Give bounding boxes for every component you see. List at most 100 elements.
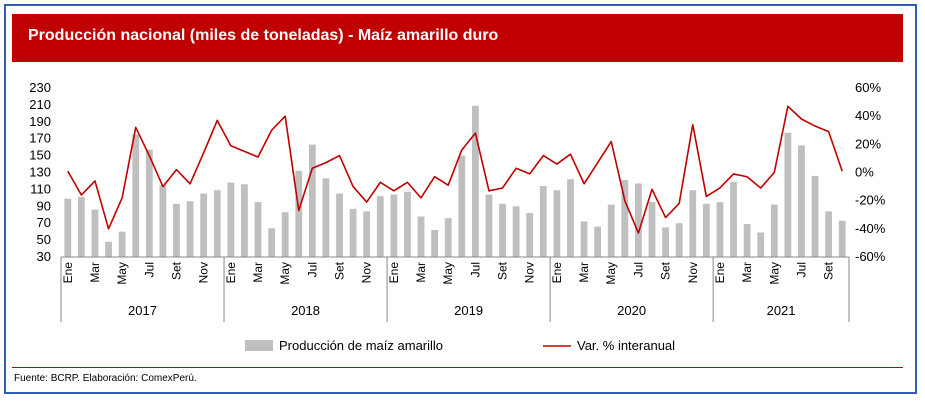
bar bbox=[417, 216, 425, 257]
bar bbox=[689, 190, 697, 257]
bar bbox=[363, 211, 371, 257]
bar bbox=[118, 231, 126, 257]
x-tick-label: Set bbox=[496, 261, 510, 280]
y-left-tick-label: 30 bbox=[37, 249, 51, 264]
y-right-tick-label: -40% bbox=[855, 221, 886, 236]
x-tick-label: May bbox=[604, 262, 618, 285]
bar bbox=[757, 232, 765, 257]
bar bbox=[64, 198, 72, 257]
bar bbox=[512, 206, 520, 257]
bar bbox=[390, 194, 398, 257]
bar bbox=[635, 183, 642, 257]
x-tick-label: May bbox=[441, 262, 455, 285]
bar bbox=[254, 202, 262, 257]
bar bbox=[499, 203, 506, 257]
bar bbox=[281, 212, 289, 257]
y-left-tick-label: 130 bbox=[29, 165, 51, 180]
x-tick-label: Set bbox=[169, 261, 183, 280]
x-tick-label: Ene bbox=[61, 262, 75, 284]
bar bbox=[159, 185, 167, 257]
bar bbox=[811, 175, 819, 257]
legend-bar-swatch bbox=[245, 340, 273, 351]
x-tick-label: Jul bbox=[305, 262, 319, 277]
x-tick-label: Ene bbox=[713, 262, 727, 284]
x-tick-label: Mar bbox=[740, 262, 754, 283]
y-left-tick-label: 110 bbox=[30, 181, 51, 196]
bar bbox=[268, 228, 275, 257]
bar bbox=[349, 208, 357, 257]
x-tick-label: Jul bbox=[142, 262, 156, 277]
x-tick-label: Ene bbox=[550, 262, 564, 284]
bar bbox=[716, 202, 724, 257]
legend-line-label: Var. % interanual bbox=[577, 338, 675, 353]
bar bbox=[458, 155, 466, 257]
year-label: 2018 bbox=[291, 303, 320, 318]
x-tick-label: Nov bbox=[686, 262, 700, 283]
bar bbox=[784, 132, 792, 257]
y-right-tick-label: 0% bbox=[855, 165, 874, 180]
bar bbox=[621, 180, 629, 257]
y-left-tick-label: 210 bbox=[29, 97, 51, 112]
x-tick-label: Set bbox=[659, 261, 673, 280]
x-tick-label: Set bbox=[822, 261, 836, 280]
year-label: 2021 bbox=[767, 303, 796, 318]
legend-bar-label: Producción de maíz amarillo bbox=[279, 338, 443, 353]
x-tick-label: Ene bbox=[387, 262, 401, 284]
year-label: 2019 bbox=[454, 303, 483, 318]
bar bbox=[702, 203, 710, 257]
x-tick-label: Mar bbox=[88, 262, 102, 283]
bar bbox=[539, 186, 547, 257]
bar bbox=[404, 191, 411, 257]
bar bbox=[662, 227, 669, 257]
footer-divider bbox=[12, 367, 903, 368]
x-tick-label: Ene bbox=[224, 262, 238, 284]
y-left-tick-label: 50 bbox=[37, 232, 51, 247]
bar bbox=[730, 181, 737, 257]
chart-title: Producción nacional (miles de toneladas)… bbox=[28, 27, 499, 44]
bar bbox=[77, 197, 85, 257]
x-tick-label: Jul bbox=[794, 262, 808, 277]
source-note: Fuente: BCRP. Elaboración: ComexPerú. bbox=[14, 373, 197, 384]
x-tick-label: Mar bbox=[251, 262, 265, 283]
y-left-tick-label: 150 bbox=[29, 148, 51, 163]
x-tick-label: May bbox=[767, 262, 781, 285]
series-line-var-interanual bbox=[67, 105, 843, 234]
bar bbox=[200, 193, 208, 257]
bar bbox=[743, 224, 751, 257]
bar bbox=[213, 190, 221, 257]
bar bbox=[145, 149, 153, 257]
year-label: 2017 bbox=[128, 303, 157, 318]
bar bbox=[648, 202, 656, 257]
bar bbox=[798, 145, 805, 257]
y-left-tick-label: 90 bbox=[37, 198, 51, 213]
y-right-tick-label: -60% bbox=[855, 249, 886, 264]
bar bbox=[431, 229, 439, 257]
bar bbox=[241, 184, 248, 257]
x-tick-label: Mar bbox=[577, 262, 591, 283]
bar bbox=[132, 134, 140, 257]
bar bbox=[770, 204, 778, 257]
bar bbox=[376, 196, 384, 257]
y-left-tick-label: 70 bbox=[37, 215, 51, 230]
x-tick-label: Nov bbox=[360, 262, 374, 283]
x-tick-label: May bbox=[278, 262, 292, 285]
bar bbox=[186, 201, 194, 257]
year-label: 2020 bbox=[617, 303, 646, 318]
bar bbox=[825, 211, 833, 257]
bar bbox=[105, 241, 112, 257]
x-tick-label: Set bbox=[333, 261, 347, 280]
bar bbox=[227, 182, 235, 257]
bar bbox=[485, 194, 493, 257]
x-tick-label: Nov bbox=[523, 262, 537, 283]
title-bar: Producción nacional (miles de toneladas)… bbox=[12, 14, 903, 62]
bar bbox=[471, 105, 479, 258]
bar bbox=[838, 220, 846, 257]
x-tick-label: Jul bbox=[468, 262, 482, 277]
x-tick-label: May bbox=[115, 262, 129, 285]
bar bbox=[308, 144, 316, 257]
bar bbox=[675, 223, 683, 257]
y-right-tick-label: 60% bbox=[855, 80, 881, 95]
bar bbox=[567, 179, 574, 257]
bar bbox=[607, 204, 615, 257]
